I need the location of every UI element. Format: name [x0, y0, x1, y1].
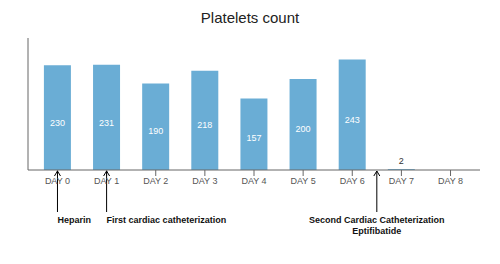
svg-text:DAY 6: DAY 6 [340, 176, 365, 186]
svg-text:DAY 5: DAY 5 [291, 176, 316, 186]
svg-text:Second Cardiac Catheterization: Second Cardiac CatheterizationEptifibati… [309, 215, 445, 236]
svg-text:230: 230 [50, 118, 65, 128]
svg-text:Heparin: Heparin [57, 215, 91, 225]
svg-text:DAY 1: DAY 1 [94, 176, 119, 186]
svg-text:200: 200 [296, 124, 311, 134]
svg-text:DAY 8: DAY 8 [438, 176, 463, 186]
svg-text:243: 243 [345, 115, 360, 125]
svg-text:First cardiac catheterization: First cardiac catheterization [107, 215, 227, 225]
svg-text:218: 218 [197, 120, 212, 130]
svg-text:157: 157 [246, 133, 261, 143]
html-text:Platelets count: Platelets count [200, 9, 300, 26]
svg-text:190: 190 [148, 126, 163, 136]
svg-text:DAY 3: DAY 3 [192, 176, 217, 186]
svg-text:DAY 7: DAY 7 [389, 176, 414, 186]
svg-text:DAY 0: DAY 0 [45, 176, 70, 186]
svg-text:231: 231 [99, 118, 114, 128]
svg-text:2: 2 [399, 156, 404, 166]
svg-text:DAY 4: DAY 4 [241, 176, 266, 186]
svg-text:DAY 2: DAY 2 [143, 176, 168, 186]
